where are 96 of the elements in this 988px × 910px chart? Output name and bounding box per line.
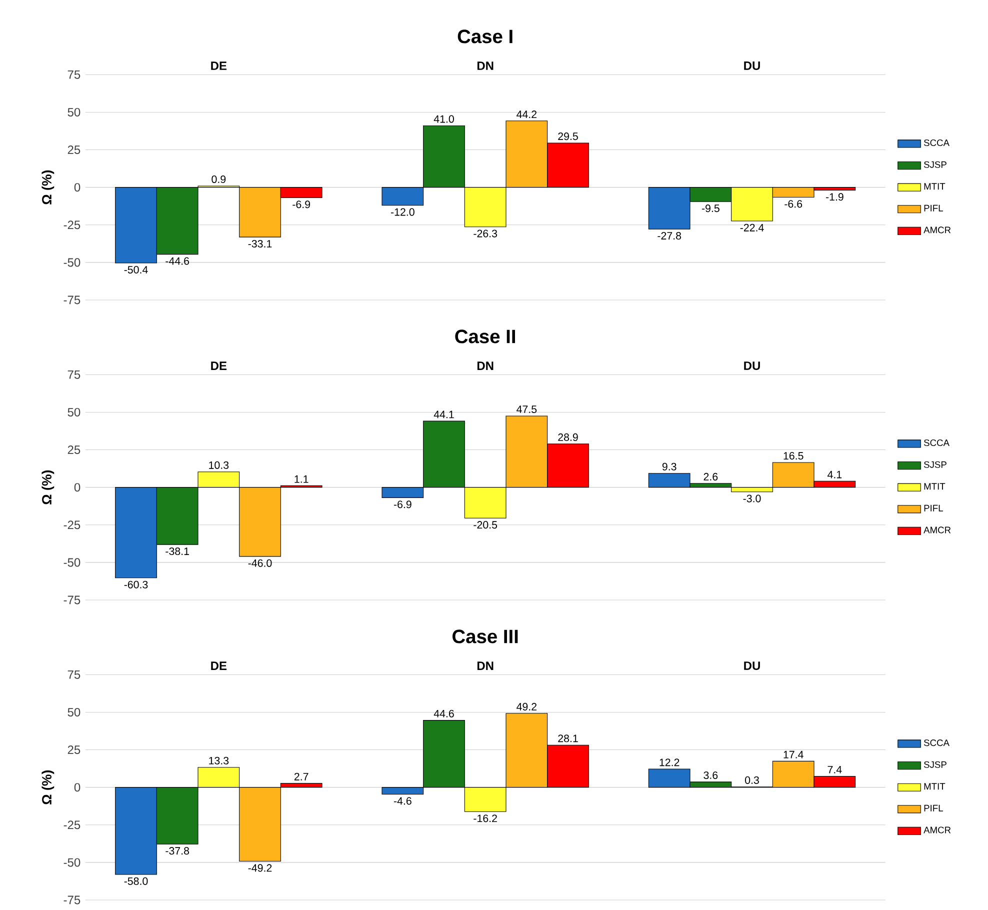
legend-label: SCCA (924, 439, 950, 446)
legend-label: AMCR (924, 826, 951, 834)
data-label: 13.3 (209, 756, 229, 764)
data-label: 17.4 (784, 750, 804, 758)
y-tick-label: 25 (68, 146, 80, 154)
legend-label: SJSP (924, 161, 946, 168)
x-tick-label: DN (477, 62, 494, 70)
legend-label: AMCR (924, 526, 951, 534)
y-tick-label: 0 (74, 483, 80, 492)
data-label: 2.6 (704, 472, 718, 480)
legend-label: MTIT (924, 483, 946, 490)
legend-label: SCCA (924, 739, 950, 746)
legend-label: AMCR (924, 226, 951, 234)
x-tick-label: DN (477, 362, 494, 370)
data-label: 44.2 (516, 110, 537, 118)
y-tick-label: 25 (68, 446, 80, 454)
y-tick-label: 75 (68, 670, 80, 679)
data-label: 29.5 (558, 132, 578, 140)
data-label: 2.7 (294, 772, 308, 780)
legend-label: MTIT (924, 183, 946, 190)
data-label: -50.4 (124, 266, 148, 274)
x-tick-label: DU (744, 362, 760, 370)
y-tick-label: 0 (74, 783, 80, 792)
legend-label: SJSP (924, 761, 946, 768)
legend-label: PIFL (924, 204, 943, 212)
data-label: 4.1 (828, 470, 842, 478)
data-label: -46.0 (248, 559, 272, 567)
y-tick-label: -50 (64, 258, 80, 267)
legend-label: SCCA (924, 139, 950, 146)
data-label: 10.3 (209, 461, 229, 469)
data-label: -12.0 (390, 208, 414, 216)
y-axis-title: Ω (%) (42, 170, 54, 204)
data-label: -9.5 (702, 204, 720, 212)
data-label: 0.9 (212, 175, 226, 184)
data-label: 28.9 (558, 433, 578, 441)
chart-title: Case II (455, 330, 515, 344)
data-label: 9.3 (662, 462, 676, 470)
data-label: -3.0 (743, 494, 761, 502)
data-label: 1.1 (294, 475, 308, 483)
data-label: 47.5 (516, 406, 537, 414)
data-label: 28.1 (558, 734, 578, 742)
x-tick-label: DU (744, 662, 760, 670)
chart-title: Case III (452, 630, 518, 644)
y-axis-title: Ω (%) (42, 770, 54, 804)
data-label: -6.6 (784, 200, 802, 208)
data-label: -49.2 (248, 864, 272, 872)
data-label: 7.4 (828, 766, 842, 774)
y-tick-label: 50 (68, 108, 80, 116)
data-label: -22.4 (740, 224, 764, 232)
legend-label: PIFL (924, 504, 943, 512)
x-tick-label: DE (211, 62, 227, 70)
y-tick-label: 50 (68, 408, 80, 416)
chart-title: Case I (458, 30, 512, 44)
x-tick-label: DN (477, 662, 494, 670)
legend-label: SJSP (924, 461, 946, 468)
y-tick-label: -25 (64, 520, 80, 530)
data-label: 16.5 (784, 452, 804, 460)
data-label: 0.3 (745, 776, 759, 784)
data-label: -4.6 (394, 797, 412, 805)
y-tick-label: -50 (64, 858, 80, 867)
data-label: -37.8 (166, 847, 190, 855)
data-label: -27.8 (658, 232, 682, 240)
data-label: 3.6 (704, 771, 718, 779)
x-tick-label: DU (744, 62, 760, 70)
y-tick-label: -75 (64, 596, 80, 604)
y-tick-label: 25 (68, 746, 80, 754)
data-label: -6.9 (292, 200, 310, 208)
legend-label: MTIT (924, 783, 946, 790)
data-label: 12.2 (660, 758, 680, 766)
data-label: -16.2 (474, 814, 497, 822)
y-tick-label: 0 (74, 183, 80, 192)
y-tick-label: -50 (64, 558, 80, 567)
data-label: 41.0 (434, 115, 454, 123)
data-label: -60.3 (124, 580, 148, 588)
data-label: -58.0 (124, 877, 148, 885)
data-label: -20.5 (474, 521, 498, 529)
y-axis-title: Ω (%) (42, 470, 54, 504)
data-label: -1.9 (826, 193, 844, 201)
data-label: 44.1 (434, 410, 454, 418)
x-tick-label: DE (211, 362, 227, 370)
y-tick-label: 75 (68, 370, 80, 379)
x-tick-label: DE (211, 662, 227, 670)
data-label: 49.2 (516, 702, 537, 710)
data-label: -6.9 (394, 500, 412, 508)
data-label: -26.3 (474, 230, 498, 238)
y-tick-label: -75 (64, 896, 80, 904)
data-label: -38.1 (166, 548, 189, 556)
data-label: -44.6 (166, 257, 190, 265)
data-label: 44.6 (434, 710, 454, 718)
y-tick-label: -25 (64, 820, 80, 830)
y-tick-label: -25 (64, 220, 80, 230)
y-tick-label: 75 (68, 70, 80, 79)
y-tick-label: -75 (64, 296, 80, 304)
data-label: -33.1 (248, 240, 272, 248)
y-tick-label: 50 (68, 708, 80, 716)
legend-label: PIFL (924, 804, 943, 812)
